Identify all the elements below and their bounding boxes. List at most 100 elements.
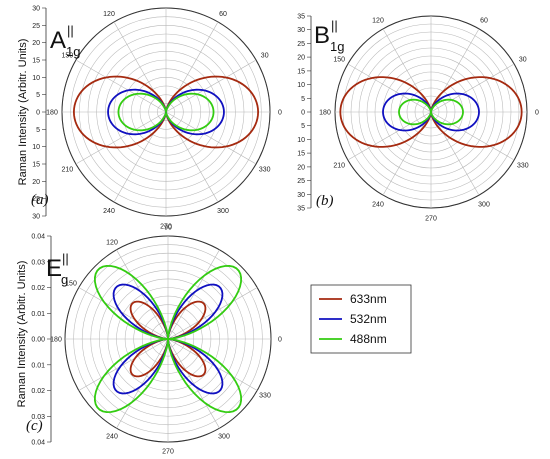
angle-tick-label: 30 bbox=[519, 57, 527, 64]
radial-grid-line bbox=[116, 338, 169, 429]
angle-tick-label: 240 bbox=[103, 208, 115, 215]
radial-grid-line bbox=[430, 111, 515, 161]
panel-title: B bbox=[314, 22, 330, 49]
panel-title-superscript: || bbox=[331, 18, 338, 33]
radial-tick-label: 20 bbox=[32, 40, 40, 47]
radial-tick-label: 15 bbox=[297, 68, 305, 75]
radial-tick-label: 5 bbox=[301, 96, 305, 103]
radial-tick-label: 25 bbox=[32, 196, 40, 203]
radial-tick-label: 10 bbox=[297, 137, 305, 144]
radial-tick-label: 25 bbox=[297, 178, 305, 185]
angle-tick-label: 330 bbox=[259, 167, 271, 174]
radial-grid-line bbox=[430, 28, 480, 113]
angle-tick-label: 240 bbox=[372, 201, 384, 208]
radial-tick-label: 10 bbox=[297, 82, 305, 89]
radial-tick-label: 30 bbox=[297, 27, 305, 34]
radial-grid-line bbox=[167, 338, 258, 391]
radial-grid-line bbox=[430, 111, 480, 196]
panel-title-superscript: || bbox=[62, 251, 69, 266]
angle-tick-label: 300 bbox=[217, 208, 229, 215]
angle-tick-label: 270 bbox=[425, 216, 437, 223]
angle-tick-label: 210 bbox=[61, 167, 73, 174]
radial-tick-label: 10 bbox=[32, 144, 40, 151]
radial-tick-label: 0.03 bbox=[31, 414, 45, 421]
panel-title-superscript: || bbox=[67, 23, 74, 38]
series-488nm bbox=[398, 98, 464, 126]
panel-title-subscript: 1g bbox=[66, 44, 80, 59]
legend: 633nm 532nm 488nm bbox=[310, 284, 412, 354]
angle-tick-label: 150 bbox=[65, 281, 77, 288]
legend-label: 532nm bbox=[350, 312, 387, 326]
radial-grid-line bbox=[75, 59, 167, 113]
angle-tick-label: 60 bbox=[219, 11, 227, 18]
angle-tick-label: 0 bbox=[278, 337, 282, 344]
angle-tick-label: 120 bbox=[372, 18, 384, 25]
radial-grid-line bbox=[165, 59, 257, 113]
radial-grid-line bbox=[116, 249, 169, 340]
radial-grid-line bbox=[165, 111, 219, 203]
angle-tick-label: 120 bbox=[106, 240, 118, 247]
radial-tick-label: 0 bbox=[301, 110, 305, 117]
radial-tick-label: 5 bbox=[301, 123, 305, 130]
radial-grid-line bbox=[78, 338, 169, 391]
radial-grid-line bbox=[165, 21, 219, 113]
radial-tick-label: 35 bbox=[297, 206, 305, 213]
radial-tick-label: 15 bbox=[32, 58, 40, 65]
angle-tick-label: 300 bbox=[218, 434, 230, 441]
radial-tick-label: 0.04 bbox=[31, 440, 45, 447]
radial-grid-line bbox=[113, 111, 167, 203]
radial-grid-line bbox=[347, 63, 432, 113]
radial-tick-label: 0 bbox=[36, 110, 40, 117]
radial-tick-label: 5 bbox=[36, 92, 40, 99]
angle-tick-label: 270 bbox=[162, 449, 174, 456]
panel-letter: (b) bbox=[316, 193, 334, 209]
panel-title-subscript: g bbox=[61, 272, 68, 287]
angle-tick-label: 180 bbox=[50, 337, 62, 344]
series-532nm bbox=[382, 92, 480, 132]
radial-tick-label: 0.02 bbox=[31, 388, 45, 395]
angle-tick-label: 60 bbox=[480, 18, 488, 25]
angle-tick-label: 180 bbox=[46, 110, 58, 117]
panel-letter: (a) bbox=[31, 192, 49, 208]
angle-tick-label: 120 bbox=[103, 11, 115, 18]
radial-tick-label: 25 bbox=[297, 41, 305, 48]
panel-title: E bbox=[46, 255, 62, 282]
angle-tick-label: 0 bbox=[278, 110, 282, 117]
angle-tick-label: 240 bbox=[106, 434, 118, 441]
panel-title: A bbox=[50, 27, 66, 54]
y-axis-label: Raman Intensity (Arbitr. Units) bbox=[16, 261, 28, 408]
panel-c-polar-chart: 0 90 120 150 180 240 270 300 330 0.04 0.03 0.02 0.01… bbox=[16, 225, 282, 456]
series-633nm bbox=[339, 76, 523, 148]
radial-tick-label: 20 bbox=[297, 164, 305, 171]
panel-title-subscript: 1g bbox=[330, 39, 344, 54]
radial-tick-label: 10 bbox=[32, 75, 40, 82]
angle-tick-label: 30 bbox=[261, 53, 269, 60]
radial-tick-label: 25 bbox=[32, 23, 40, 30]
angle-tick-label: 330 bbox=[517, 163, 529, 170]
radial-tick-label: 30 bbox=[32, 6, 40, 13]
radial-tick-label: 0.03 bbox=[31, 259, 45, 266]
angle-tick-label: 90 bbox=[164, 225, 172, 232]
radial-tick-label: 0.02 bbox=[31, 285, 45, 292]
radial-grid-line bbox=[430, 63, 515, 113]
radial-tick-label: 20 bbox=[32, 179, 40, 186]
panel-b-polar-chart: 0306012015018021024027030033035302520151… bbox=[297, 14, 539, 223]
angle-tick-label: 0 bbox=[535, 110, 539, 117]
radial-grid-line bbox=[165, 111, 257, 165]
radial-grid-line bbox=[78, 287, 169, 340]
radial-grid-line bbox=[167, 287, 258, 340]
radial-tick-label: 0.01 bbox=[31, 311, 45, 318]
radial-tick-label: 0.00 bbox=[31, 337, 45, 344]
radial-grid-line bbox=[75, 111, 167, 165]
radial-tick-label: 35 bbox=[297, 14, 305, 21]
radial-tick-label: 0.04 bbox=[31, 234, 45, 241]
radial-grid-line bbox=[382, 28, 432, 113]
series-488nm bbox=[117, 92, 215, 132]
radial-tick-label: 15 bbox=[32, 162, 40, 169]
angle-tick-label: 150 bbox=[333, 57, 345, 64]
angle-tick-label: 330 bbox=[259, 393, 271, 400]
radial-grid-line bbox=[382, 111, 432, 196]
radial-tick-label: 30 bbox=[297, 192, 305, 199]
angle-tick-label: 150 bbox=[61, 53, 73, 60]
